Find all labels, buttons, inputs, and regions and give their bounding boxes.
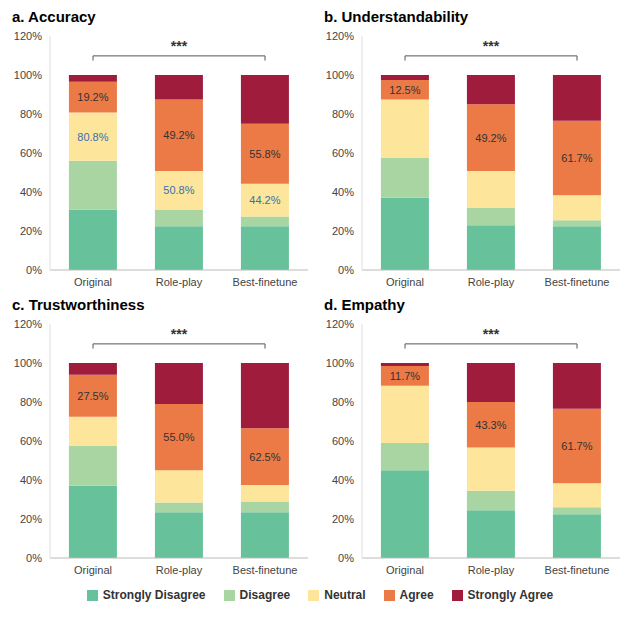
svg-text:60%: 60% [332, 435, 354, 447]
svg-text:Best-finetune: Best-finetune [233, 564, 298, 576]
svg-text:0%: 0% [26, 264, 42, 276]
svg-text:43.3%: 43.3% [475, 419, 506, 431]
svg-text:0%: 0% [26, 552, 42, 564]
svg-text:Original: Original [74, 564, 112, 576]
svg-text:40%: 40% [20, 474, 42, 486]
svg-text:50.8%: 50.8% [163, 184, 194, 196]
svg-text:100%: 100% [326, 357, 354, 369]
svg-text:11.7%: 11.7% [390, 370, 421, 382]
svg-text:20%: 20% [20, 513, 42, 525]
svg-text:55.8%: 55.8% [249, 148, 280, 160]
svg-text:40%: 40% [332, 186, 354, 198]
svg-text:Role-play: Role-play [156, 276, 203, 288]
svg-text:Role-play: Role-play [468, 564, 515, 576]
svg-text:20%: 20% [20, 225, 42, 237]
svg-text:***: *** [171, 326, 188, 342]
svg-text:40%: 40% [332, 474, 354, 486]
svg-text:80%: 80% [332, 396, 354, 408]
svg-text:Role-play: Role-play [156, 564, 203, 576]
html-text:a. Accuracy: a. Accuracy [12, 8, 96, 25]
svg-text:19.2%: 19.2% [77, 91, 108, 103]
html-text:Strongly Disagree: Strongly Disagree [102, 588, 206, 602]
svg-text:0%: 0% [338, 264, 354, 276]
html-text:Neutral: Neutral [324, 588, 366, 602]
svg-text:Original: Original [74, 276, 112, 288]
svg-text:Best-finetune: Best-finetune [545, 276, 610, 288]
svg-text:Original: Original [386, 564, 424, 576]
html-text:b. Understandability: b. Understandability [324, 8, 469, 25]
svg-text:80%: 80% [332, 108, 354, 120]
svg-text:80%: 80% [20, 396, 42, 408]
svg-text:100%: 100% [14, 69, 42, 81]
svg-text:120%: 120% [14, 318, 42, 330]
svg-text:60%: 60% [332, 147, 354, 159]
svg-text:12.5%: 12.5% [389, 84, 420, 96]
svg-text:44.2%: 44.2% [249, 194, 280, 206]
svg-text:49.2%: 49.2% [163, 129, 194, 141]
svg-text:***: *** [171, 38, 188, 54]
svg-text:27.5%: 27.5% [77, 390, 108, 402]
html-text:Strongly Agree: Strongly Agree [467, 588, 554, 602]
svg-text:61.7%: 61.7% [561, 152, 592, 164]
svg-text:60%: 60% [20, 147, 42, 159]
svg-text:***: *** [483, 38, 500, 54]
svg-text:Role-play: Role-play [468, 276, 515, 288]
svg-text:120%: 120% [14, 30, 42, 42]
svg-text:Best-finetune: Best-finetune [233, 276, 298, 288]
svg-text:80.8%: 80.8% [77, 131, 108, 143]
svg-text:0%: 0% [338, 552, 354, 564]
html-text:Agree: Agree [399, 588, 434, 602]
svg-text:***: *** [483, 326, 500, 342]
svg-text:60%: 60% [20, 435, 42, 447]
svg-text:61.7%: 61.7% [561, 440, 592, 452]
svg-text:55.0%: 55.0% [163, 431, 194, 443]
svg-text:80%: 80% [20, 108, 42, 120]
svg-text:120%: 120% [326, 318, 354, 330]
svg-text:Best-finetune: Best-finetune [545, 564, 610, 576]
svg-text:Original: Original [386, 276, 424, 288]
svg-text:100%: 100% [14, 357, 42, 369]
svg-text:62.5%: 62.5% [249, 451, 280, 463]
html-text:Disagree: Disagree [239, 588, 291, 602]
svg-text:49.2%: 49.2% [475, 132, 506, 144]
svg-text:120%: 120% [326, 30, 354, 42]
html-text:c. Trustworthiness: c. Trustworthiness [12, 296, 145, 313]
svg-text:20%: 20% [332, 513, 354, 525]
svg-text:100%: 100% [326, 69, 354, 81]
html-text:d. Empathy: d. Empathy [324, 296, 405, 313]
svg-text:40%: 40% [20, 186, 42, 198]
svg-text:20%: 20% [332, 225, 354, 237]
